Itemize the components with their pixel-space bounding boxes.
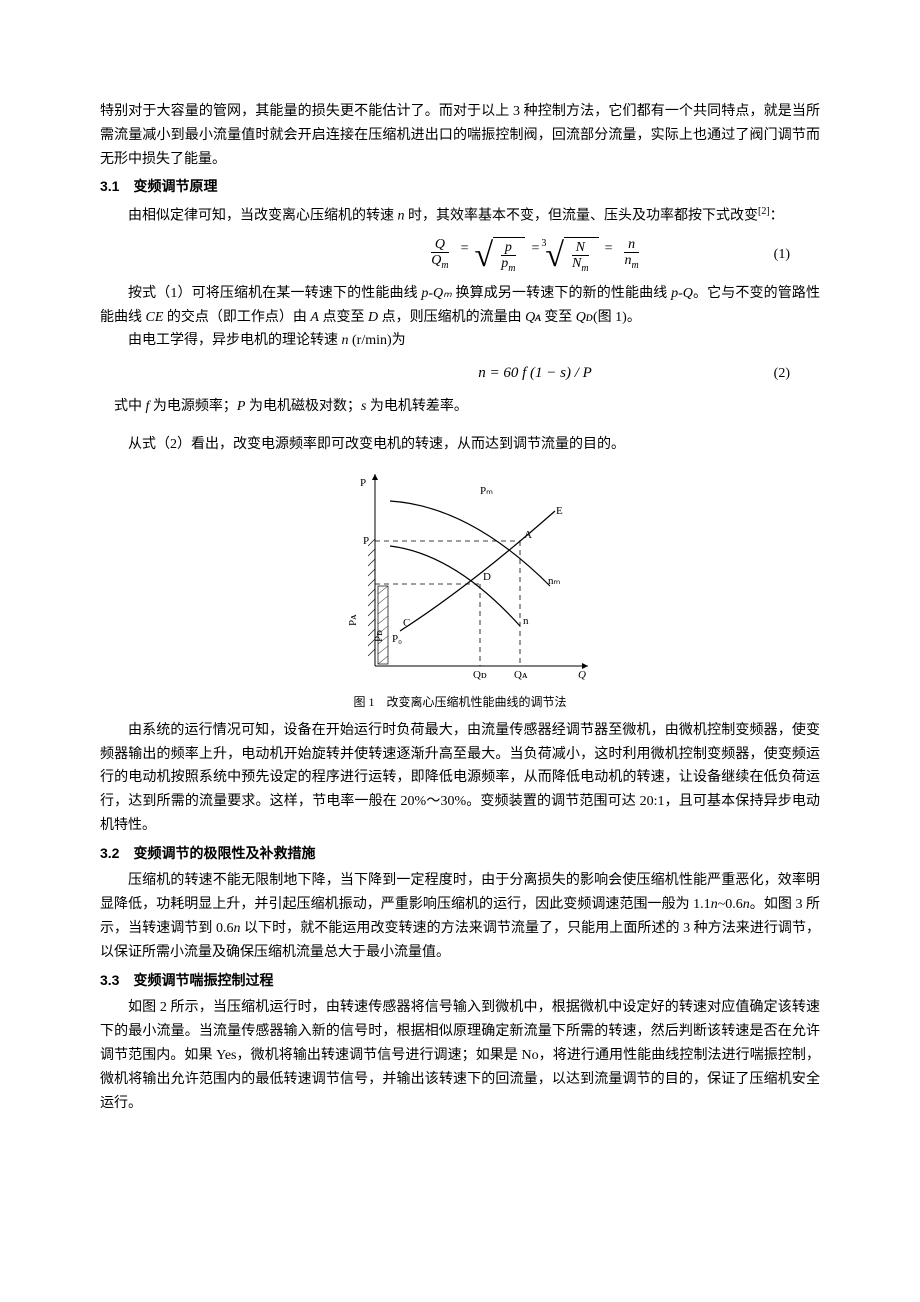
text: 按式（1）可将压缩机在某一转速下的性能曲线	[128, 286, 421, 301]
sym-pQ: p-Q	[671, 286, 693, 301]
sym-pQm: p-Qₘ	[421, 286, 452, 301]
eq1-Nm: N	[572, 256, 581, 271]
eq1-n: n	[624, 237, 639, 253]
lbl-D: D	[483, 571, 491, 583]
paragraph-8: 压缩机的转速不能无限制地下降，当下降到一定程度时，由于分离损失的影响会使压缩机性…	[100, 869, 820, 964]
text: (图 1)。	[593, 310, 641, 325]
paragraph-4: 由电工学得，异步电机的理论转速 n (r/min)为	[100, 329, 820, 353]
lbl-PA: Pᴀ	[347, 614, 359, 626]
lbl-Q: Q	[578, 669, 586, 681]
sym-n: n	[398, 209, 405, 224]
lbl-P0: P₀	[392, 633, 402, 645]
eq1-Nms: m	[581, 263, 588, 274]
lbl-C: C	[403, 617, 410, 629]
eq1-Qm: Q	[431, 253, 441, 268]
eq1-pms: m	[508, 263, 515, 274]
text: 点变至	[319, 310, 368, 325]
eq1-Qms: m	[441, 260, 448, 271]
text: 的交点（即工作点）由	[163, 310, 310, 325]
text: 变至	[541, 310, 576, 325]
heading-3-3: 3.3 变频调节喘振控制过程	[100, 969, 820, 993]
paragraph-7: 由系统的运行情况可知，设备在开始运行时负荷最大，由流量传感器经调节器至微机，由微…	[100, 719, 820, 838]
sym-n: n	[711, 897, 718, 912]
text: 点，则压缩机的流量由	[378, 310, 525, 325]
sym-A: A	[310, 310, 319, 325]
lbl-P: P	[360, 477, 366, 489]
lbl-QA: Qᴀ	[514, 669, 528, 681]
lbl-QD: Qᴅ	[473, 669, 487, 681]
lbl-nm: nₘ	[548, 575, 561, 587]
paragraph-6: 从式（2）看出，改变电源频率即可改变电机的转速，从而达到调节流量的目的。	[100, 433, 820, 457]
eq1-nm: n	[625, 253, 632, 268]
sym-n: n	[342, 333, 349, 348]
lbl-A: A	[524, 529, 532, 541]
sym-D: D	[368, 310, 378, 325]
lbl-E: E	[556, 505, 563, 517]
paragraph-9: 如图 2 所示，当压缩机运行时，由转速传感器将信号输入到微机中，根据微机中设定好…	[100, 996, 820, 1115]
paragraph-2: 由相似定律可知，当改变离心压缩机的转速 n 时，其效率基本不变，但流量、压头及功…	[100, 203, 820, 228]
text: ：	[770, 209, 784, 224]
figure-1: P Pₘ E P A nₘ D n C P₀ Pᴀ Pᴅ Qᴅ Qᴀ Q 图 1…	[100, 466, 820, 712]
equation-1: QQm = √ppm = 3√NNm = nnm (1)	[100, 237, 820, 274]
sym-QA: Qᴀ	[525, 310, 541, 325]
equation-2-number: (2)	[730, 362, 790, 386]
text: ~0.6	[718, 897, 743, 912]
equation-2: n = 60 f (1 − s) / P (2)	[100, 361, 820, 387]
sym-n: n	[743, 897, 750, 912]
equation-2-body: n = 60 f (1 − s) / P	[100, 361, 730, 387]
sym-QD: Qᴅ	[576, 310, 593, 325]
text: 由电工学得，异步电机的理论转速	[128, 333, 342, 348]
heading-3-2: 3.2 变频调节的极限性及补救措施	[100, 842, 820, 866]
text: (r/min)为	[349, 333, 406, 348]
eq-op: =	[531, 237, 539, 274]
eq-op: =	[605, 237, 613, 274]
lbl-PD: Pᴅ	[373, 630, 385, 642]
paragraph-1: 特别对于大容量的管网，其能量的损失更不能估计了。而对于以上 3 种控制方法，它们…	[100, 100, 820, 171]
paragraph-3: 按式（1）可将压缩机在某一转速下的性能曲线 p-Qₘ 换算成另一转速下的新的性能…	[100, 282, 820, 330]
text: 由相似定律可知，当改变离心压缩机的转速	[128, 209, 398, 224]
text: 为电源频率；	[149, 399, 237, 414]
lbl-Pm: Pₘ	[480, 485, 493, 497]
figure-1-caption: 图 1 改变离心压缩机性能曲线的调节法	[353, 692, 566, 712]
figure-1-svg: P Pₘ E P A nₘ D n C P₀ Pᴀ Pᴅ Qᴅ Qᴀ Q	[320, 466, 600, 686]
paragraph-5: 式中 f 为电源频率；P 为电机磁极对数；s 为电机转差率。	[100, 395, 820, 419]
text: 为电机磁极对数；	[245, 399, 361, 414]
text: 时，其效率基本不变，但流量、压头及功率都按下式改变	[405, 209, 759, 224]
text: 换算成另一转速下的新的性能曲线	[452, 286, 671, 301]
ref-2: [2]	[758, 206, 770, 217]
sym-CE: CE	[146, 310, 164, 325]
lbl-n: n	[523, 615, 529, 627]
text: 为电机转差率。	[366, 399, 468, 414]
eq1-Q: Q	[431, 237, 449, 253]
eq1-p: p	[501, 240, 516, 256]
eq1-nms: m	[632, 260, 639, 271]
lbl-P2: P	[363, 535, 369, 547]
eq-op: =	[461, 237, 469, 274]
eq2-body: n = 60 f (1 − s) / P	[478, 361, 592, 387]
text: 式中	[114, 399, 146, 414]
equation-1-number: (1)	[730, 243, 790, 267]
heading-3-1: 3.1 变频调节原理	[100, 175, 820, 199]
eq1-N: N	[572, 240, 589, 256]
equation-1-body: QQm = √ppm = 3√NNm = nnm	[100, 237, 730, 274]
